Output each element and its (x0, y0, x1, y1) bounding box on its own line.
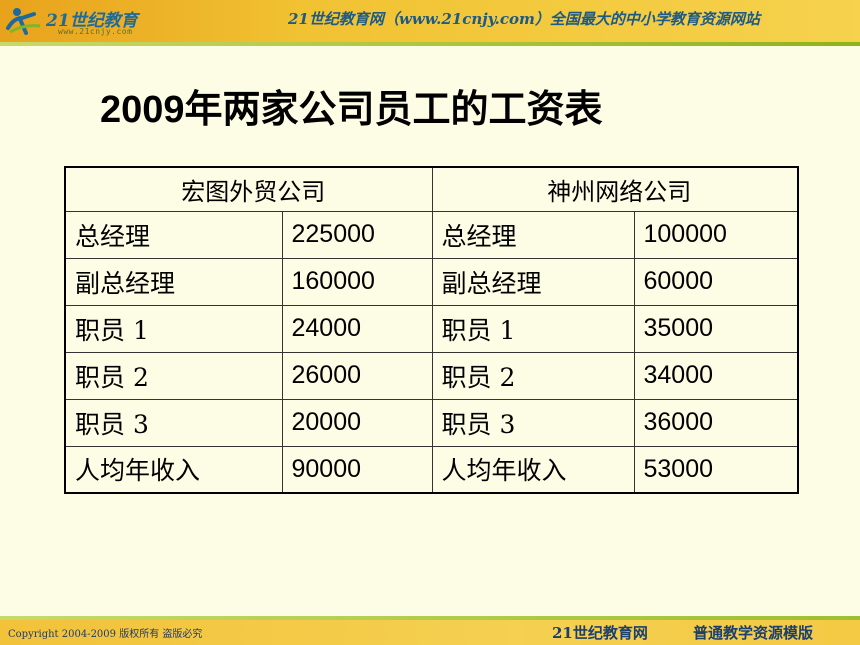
company-b-salary-cell: 60000 (633, 257, 799, 306)
company-b-role-cell: 职员 2 (431, 351, 635, 400)
header-banner: 21世纪教育 www.21cnjy.com 21世纪教育网（www.21cnjy… (0, 0, 860, 42)
company-b-salary-cell: 36000 (633, 398, 799, 447)
company-b-salary-cell: 34000 (633, 351, 799, 400)
table-row: 职员 3 20000 职员 3 36000 (64, 398, 799, 447)
page-title: 2009年两家公司员工的工资表 (100, 89, 603, 131)
company-a-salary-cell: 24000 (281, 304, 433, 353)
salary-table: 宏图外贸公司 神州网络公司 总经理 225000 总经理 100000 副总经理 1600… (64, 166, 799, 494)
table-header-row: 宏图外贸公司 神州网络公司 (64, 166, 799, 212)
footer-brand: 21世纪教育网 (552, 624, 648, 642)
footer-template-label: 普通教学资源模版 (693, 624, 814, 642)
table-row: 职员 1 24000 职员 1 35000 (64, 304, 799, 353)
running-figure-icon (6, 8, 41, 35)
company-a-salary-cell: 26000 (281, 351, 433, 400)
company-a-salary-cell: 160000 (281, 257, 433, 306)
company-b-header: 神州网络公司 (431, 166, 799, 212)
site-logo[interactable]: 21世纪教育 www.21cnjy.com (6, 4, 176, 40)
company-b-role-cell: 总经理 (431, 210, 635, 259)
company-b-salary-cell: 35000 (633, 304, 799, 353)
company-a-role-cell: 总经理 (64, 210, 283, 259)
company-b-salary-cell: 100000 (633, 210, 799, 259)
header-slogan: 21世纪教育网（www.21cnjy.com）全国最大的中小学教育资源网站 (288, 10, 760, 28)
company-a-salary-cell: 225000 (281, 210, 433, 259)
company-a-role-cell: 人均年收入 (64, 445, 283, 494)
logo-title: 21世纪教育 (46, 11, 138, 31)
company-a-role-cell: 职员 1 (64, 304, 283, 353)
company-a-salary-cell: 20000 (281, 398, 433, 447)
table-row: 人均年收入 90000 人均年收入 53000 (64, 445, 799, 494)
company-b-role-cell: 副总经理 (431, 257, 635, 306)
company-b-role-cell: 职员 3 (431, 398, 635, 447)
table-row: 总经理 225000 总经理 100000 (64, 210, 799, 259)
company-b-salary-cell: 53000 (633, 445, 799, 494)
company-a-header: 宏图外贸公司 (64, 166, 433, 212)
copyright-text: Copyright 2004-2009 版权所有 盗版必究 (8, 629, 203, 640)
header-divider (0, 42, 860, 46)
table-row: 副总经理 160000 副总经理 60000 (64, 257, 799, 306)
footer-bar: Copyright 2004-2009 版权所有 盗版必究 21世纪教育网 普通… (0, 620, 860, 645)
company-a-salary-cell: 90000 (281, 445, 433, 494)
company-b-role-cell: 职员 1 (431, 304, 635, 353)
footer-divider (0, 616, 860, 620)
logo-url: www.21cnjy.com (58, 27, 133, 36)
company-a-role-cell: 职员 3 (64, 398, 283, 447)
company-a-role-cell: 职员 2 (64, 351, 283, 400)
company-b-role-cell: 人均年收入 (431, 445, 635, 494)
table-row: 职员 2 26000 职员 2 34000 (64, 351, 799, 400)
company-a-role-cell: 副总经理 (64, 257, 283, 306)
